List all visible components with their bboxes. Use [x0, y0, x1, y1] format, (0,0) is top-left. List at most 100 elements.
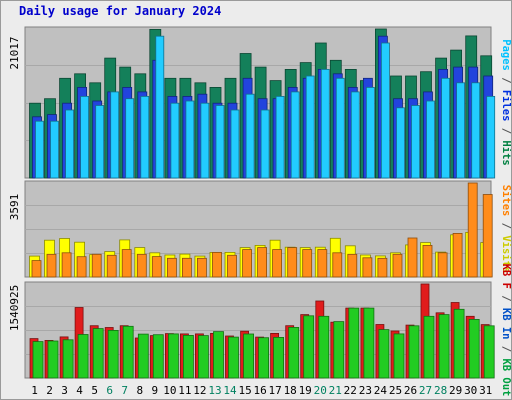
bar-sites-day-10	[166, 257, 177, 278]
bar-kb-out-day-25	[393, 333, 405, 379]
bar-kb-out-day-30	[468, 318, 480, 379]
legend-3: KB F / KB In / KB Out	[500, 264, 511, 397]
x-tick-label-day-3: 3	[61, 384, 68, 397]
x-tick-label-day-2: 2	[46, 384, 53, 397]
bar-sites-day-16	[257, 247, 268, 278]
bar-kb-out-day-21	[333, 321, 345, 379]
bar-pages-day-4	[80, 96, 89, 179]
x-tick-label-day-8: 8	[136, 384, 143, 397]
bar-sites-day-23	[362, 257, 373, 278]
bar-pages-day-24	[380, 42, 390, 179]
x-tick-label-day-12: 12	[193, 384, 206, 397]
x-tick-label-day-17: 17	[268, 384, 281, 397]
bar-sites-day-3	[61, 252, 72, 278]
bar-kb-out-day-26	[408, 325, 420, 379]
x-tick-label-day-6: 6	[106, 384, 113, 397]
bar-pages-day-18	[290, 91, 300, 179]
chart-title: Daily usage for January 2024	[19, 4, 222, 18]
bar-pages-day-23	[365, 87, 375, 179]
x-tick-label-day-15: 15	[238, 384, 251, 397]
x-tick-label-day-1: 1	[31, 384, 38, 397]
x-tick-label-day-7: 7	[121, 384, 128, 397]
bar-pages-day-16	[260, 109, 270, 179]
bar-sites-day-28	[437, 252, 448, 278]
bar-pages-day-3	[65, 109, 74, 179]
bar-pages-day-27	[426, 100, 435, 179]
bar-kb-out-day-11	[182, 334, 194, 379]
bar-pages-day-2	[50, 120, 59, 179]
bar-kb-out-day-4	[77, 334, 89, 379]
x-tick-label-day-29: 29	[449, 384, 462, 397]
bar-pages-day-1	[35, 120, 44, 179]
y-max-label-2: 3591	[8, 194, 21, 221]
legend-entry: KB Out	[500, 358, 511, 396]
x-tick-label-day-11: 11	[178, 384, 191, 397]
bar-kb-out-day-31	[483, 325, 495, 379]
bar-kb-out-day-12	[197, 335, 209, 379]
x-tick-label-day-10: 10	[163, 384, 176, 397]
legend-entry: Sites	[500, 185, 511, 217]
x-tick-label-day-30: 30	[464, 384, 477, 397]
bar-kb-out-day-22	[348, 307, 360, 379]
bar-pages-day-30	[471, 82, 481, 179]
bar-sites-day-15	[242, 249, 253, 278]
x-tick-label-day-24: 24	[374, 384, 388, 397]
bar-sites-day-20	[317, 249, 328, 278]
bar-sites-day-7	[121, 249, 132, 278]
bar-kb-out-day-6	[107, 329, 119, 379]
bar-kb-out-day-1	[32, 341, 44, 379]
bar-pages-day-28	[441, 77, 451, 179]
bar-kb-out-day-16	[258, 337, 270, 379]
bar-pages-day-26	[411, 105, 420, 179]
bar-kb-out-day-3	[62, 339, 74, 379]
bar-kb-out-day-8	[137, 333, 149, 379]
bar-pages-day-9	[155, 35, 165, 179]
bar-sites-day-17	[272, 249, 283, 278]
bar-sites-day-5	[91, 253, 102, 278]
bar-pages-day-20	[320, 69, 330, 179]
legend-entry: /	[500, 71, 511, 90]
bar-pages-day-15	[245, 93, 255, 179]
bar-sites-day-4	[76, 256, 87, 278]
bar-pages-day-19	[305, 75, 315, 179]
x-tick-label-day-14: 14	[223, 384, 237, 397]
bar-sites-day-12	[196, 257, 207, 278]
bar-pages-day-13	[215, 105, 225, 179]
legend-entry: Visits	[500, 235, 511, 273]
legend-entry: /	[500, 339, 511, 358]
legend-entry: /	[500, 121, 511, 140]
bar-sites-day-1	[31, 260, 42, 278]
bar-pages-day-22	[350, 91, 360, 179]
bar-pages-day-8	[140, 96, 150, 179]
x-tick-label-day-19: 19	[299, 384, 312, 397]
x-tick-label-day-4: 4	[76, 384, 83, 397]
bar-kb-out-day-13	[213, 331, 224, 379]
bar-kb-out-day-27	[423, 315, 435, 379]
bar-kb-out-day-5	[92, 328, 104, 379]
bar-kb-out-day-9	[152, 334, 164, 379]
x-tick-label-day-27: 27	[419, 384, 432, 397]
bar-pages-day-31	[486, 96, 496, 179]
x-tick-label-day-9: 9	[151, 384, 158, 397]
legend-entry: Files	[500, 90, 511, 122]
x-tick-label-day-25: 25	[389, 384, 402, 397]
bar-kb-out-day-10	[167, 333, 179, 379]
bar-sites-day-6	[106, 254, 117, 278]
bar-kb-out-day-18	[288, 326, 300, 379]
legend-entry: /	[500, 216, 511, 235]
bar-sites-day-14	[227, 254, 237, 278]
bar-kb-out-day-23	[363, 307, 375, 379]
x-tick-label-day-23: 23	[359, 384, 372, 397]
bar-sites-day-30	[467, 182, 478, 278]
bar-sites-day-29	[452, 232, 463, 278]
legend-entry: KB In	[500, 308, 511, 340]
bar-pages-day-14	[230, 109, 240, 179]
bar-pages-day-17	[275, 96, 285, 179]
x-tick-label-day-31: 31	[479, 384, 492, 397]
bar-kb-out-day-2	[47, 340, 59, 379]
bar-kb-out-day-24	[378, 329, 390, 379]
bar-sites-day-31	[482, 194, 493, 278]
bar-kb-out-day-19	[303, 315, 315, 379]
